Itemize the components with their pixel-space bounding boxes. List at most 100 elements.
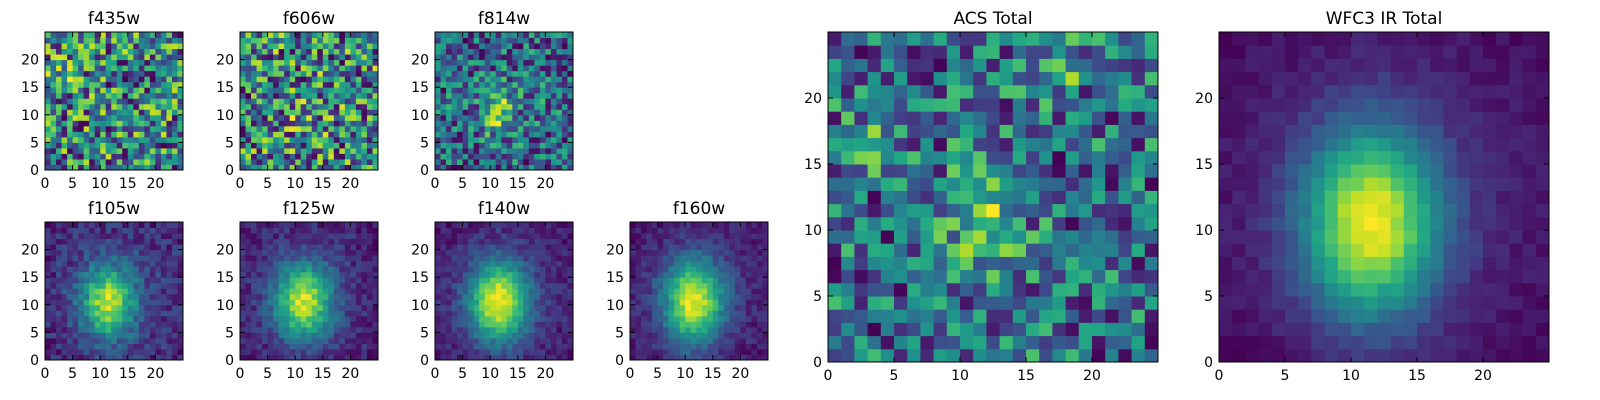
- heatmap-cell: [67, 48, 74, 55]
- heatmap-cell: [674, 354, 681, 361]
- heatmap-cell: [712, 227, 719, 234]
- heatmap-cell: [539, 147, 546, 154]
- heatmap-cell: [56, 227, 63, 234]
- heatmap-cell: [484, 136, 491, 143]
- heatmap-cell: [149, 32, 156, 39]
- heatmap-cell: [339, 266, 346, 273]
- heatmap-cell: [138, 337, 145, 344]
- heatmap-cell: [907, 309, 921, 323]
- heatmap-cell: [696, 266, 703, 273]
- heatmap-cell: [160, 277, 167, 284]
- heatmap-cell: [89, 32, 96, 39]
- heatmap-cell: [267, 304, 274, 311]
- heatmap-cell: [72, 147, 79, 154]
- heatmap-cell: [116, 282, 123, 289]
- heatmap-cell: [262, 255, 269, 262]
- heatmap-cell: [61, 299, 68, 306]
- heatmap-cell: [539, 255, 546, 262]
- heatmap-cell: [657, 233, 664, 240]
- heatmap-cell: [523, 277, 530, 284]
- heatmap-cell: [295, 136, 302, 143]
- heatmap-cell: [440, 70, 447, 77]
- heatmap-cell: [333, 293, 340, 300]
- heatmap-cell: [149, 120, 156, 127]
- heatmap-cell: [72, 114, 79, 121]
- heatmap-cell: [701, 277, 708, 284]
- heatmap-cell: [446, 288, 453, 295]
- heatmap-cell: [1105, 335, 1119, 350]
- heatmap-cell: [495, 158, 502, 165]
- heatmap-cell: [138, 282, 145, 289]
- heatmap-cell: [160, 65, 167, 72]
- heatmap-cell: [50, 326, 57, 333]
- heatmap-cell: [111, 271, 118, 278]
- heatmap-cell: [251, 227, 258, 234]
- heatmap-cell: [361, 337, 368, 344]
- heatmap-cell: [696, 249, 703, 256]
- heatmap-cell: [177, 233, 184, 240]
- heatmap-cell: [457, 131, 464, 138]
- heatmap-cell: [111, 164, 118, 171]
- heatmap-cell: [289, 233, 296, 240]
- heatmap-cell: [122, 32, 129, 39]
- heatmap-cell: [712, 266, 719, 273]
- heatmap-cell: [278, 147, 285, 154]
- heatmap-cell: [72, 70, 79, 77]
- heatmap-cell: [262, 59, 269, 66]
- heatmap-cell: [457, 81, 464, 88]
- heatmap-cell: [561, 103, 568, 110]
- heatmap-cell: [127, 43, 134, 50]
- heatmap-cell: [451, 222, 458, 229]
- heatmap-cell: [328, 164, 335, 171]
- heatmap-cell: [685, 260, 692, 267]
- heatmap-cell: [355, 244, 362, 251]
- heatmap-cell: [561, 304, 568, 311]
- heatmap-cell: [946, 322, 961, 337]
- heatmap-cell: [78, 321, 85, 328]
- heatmap-cell: [256, 288, 263, 295]
- heatmap-cell: [289, 158, 296, 165]
- heatmap-cell: [56, 158, 63, 165]
- heatmap-cell: [528, 131, 535, 138]
- heatmap-cell: [67, 164, 74, 171]
- heatmap-cell: [344, 81, 351, 88]
- heatmap-cell: [177, 304, 184, 311]
- heatmap-cell: [512, 277, 519, 284]
- heatmap-cell: [322, 114, 329, 121]
- heatmap-cell: [528, 244, 535, 251]
- heatmap-cell: [545, 81, 552, 88]
- heatmap-cell: [734, 348, 741, 355]
- heatmap-cell: [734, 238, 741, 245]
- heatmap-cell: [89, 354, 96, 361]
- heatmap-cell: [149, 315, 156, 322]
- heatmap-cell: [960, 296, 974, 310]
- heatmap-cell: [745, 277, 752, 284]
- heatmap-cell: [100, 277, 107, 284]
- heatmap-cell: [155, 227, 162, 234]
- heatmap-cell: [372, 337, 379, 344]
- heatmap-cell: [751, 315, 758, 322]
- heatmap-cell: [160, 222, 167, 229]
- heatmap-cell: [446, 343, 453, 350]
- heatmap-cell: [556, 332, 563, 339]
- heatmap-cell: [490, 304, 497, 311]
- x-tick-label: 20: [536, 176, 554, 192]
- heatmap-cell: [745, 293, 752, 300]
- heatmap-cell: [295, 299, 302, 306]
- heatmap-cell: [56, 332, 63, 339]
- heatmap-cell: [339, 260, 346, 267]
- heatmap-cell: [867, 322, 882, 337]
- heatmap-cell: [679, 288, 686, 295]
- heatmap-cell: [668, 343, 675, 350]
- heatmap-cell: [138, 43, 145, 50]
- heatmap-cell: [256, 277, 263, 284]
- heatmap-cell: [100, 255, 107, 262]
- heatmap-cell: [240, 59, 247, 66]
- heatmap-cell: [361, 343, 368, 350]
- heatmap-cell: [50, 277, 57, 284]
- heatmap-cell: [94, 310, 101, 317]
- heatmap-cell: [512, 233, 519, 240]
- heatmap-cells: [435, 32, 574, 171]
- heatmap-cell: [457, 315, 464, 322]
